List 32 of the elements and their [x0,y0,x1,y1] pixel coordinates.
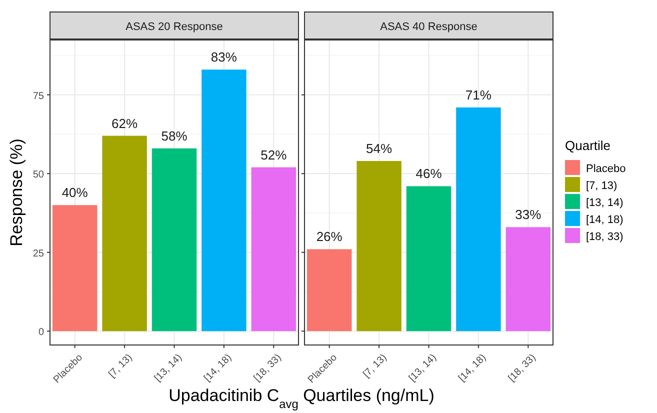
data-label: 58% [161,128,188,144]
legend-label: [14, 18) [586,214,624,226]
x-tick-label: [7, 13) [361,352,390,380]
x-tick-label: [18, 33) [506,352,538,384]
legend-label: [7, 13) [586,180,618,192]
data-label: 40% [62,185,88,200]
y-tick-label: 75 [32,90,44,102]
chart-title: ASAS 40 Response [380,21,478,33]
legend-label: Placebo [586,163,626,175]
data-label: 33% [515,207,542,222]
x-axis-title: Upadacitinib C$_{avg}$ Quartiles (ng/mL) [168,386,434,411]
chart-title: ASAS 20 Response [126,21,223,33]
data-label: 46% [416,166,442,182]
legend-label: [18, 33) [586,231,624,243]
y-tick-label: 25 [32,248,44,260]
data-label: 62% [112,116,138,131]
legend-label: [13, 14) [586,197,624,209]
y-tick-label: 50 [32,170,44,181]
data-label: 71% [465,87,492,102]
data-label: 26% [316,229,343,244]
data-label: 83% [210,50,238,65]
x-tick-label: [7, 13) [106,352,135,380]
x-tick-label: [14, 18) [202,352,234,384]
legend-title: Quartile [565,138,611,153]
data-label: 52% [260,147,288,162]
x-tick-label: [18, 33) [252,352,284,384]
x-tick-label: [14, 18) [456,352,489,384]
x-tick-label: [13, 14) [407,352,439,384]
data-label: 54% [366,140,392,156]
y-axis-title: Response (%) [7,138,26,246]
y-tick-label: 0 [38,327,44,338]
x-tick-label: [13, 14) [152,352,184,384]
